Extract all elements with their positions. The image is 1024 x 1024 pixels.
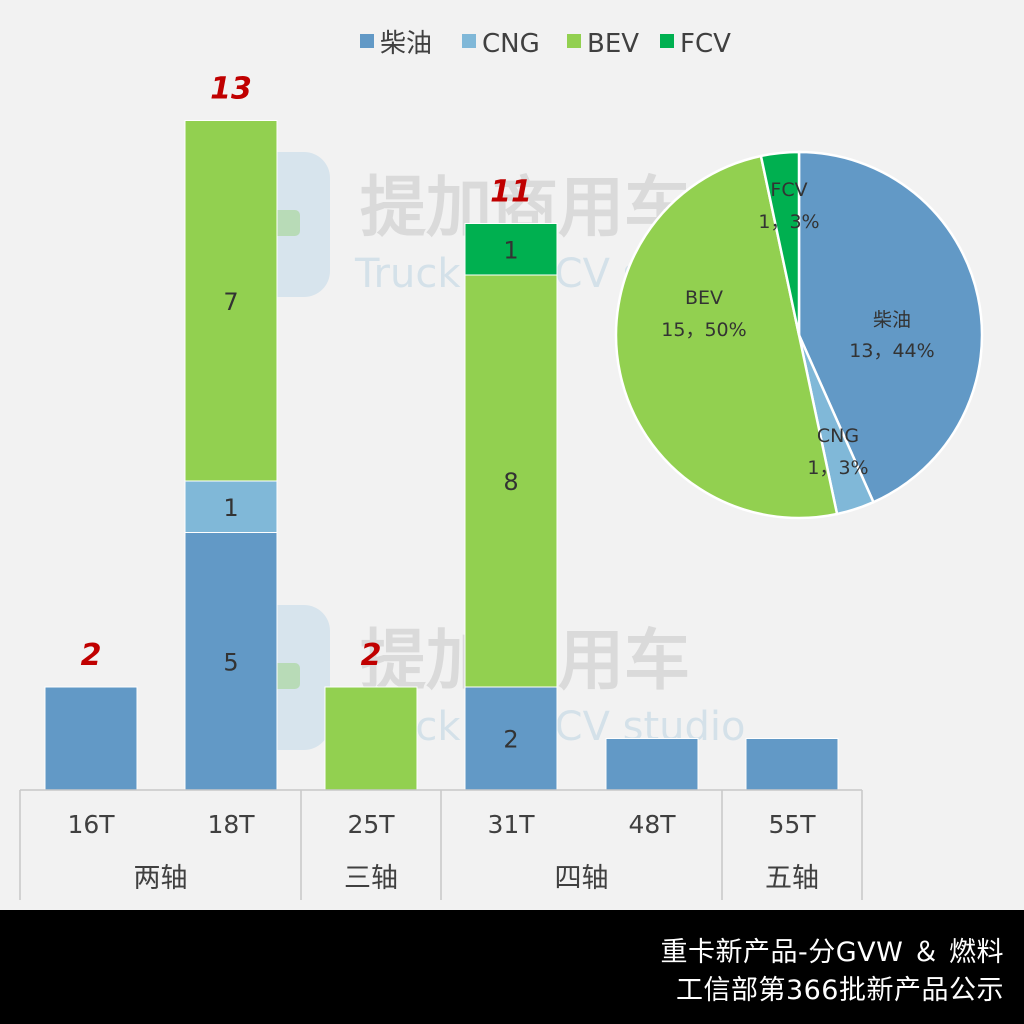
x-tick-label: 16T — [67, 810, 115, 839]
bar-value-label: 7 — [223, 288, 238, 316]
axle-group-label: 两轴 — [134, 863, 188, 894]
bar-segment — [464, 223, 558, 276]
legend-label-3: FCV — [680, 29, 731, 59]
bar-total-label: 2 — [81, 638, 102, 673]
axle-group-label: 三轴 — [344, 863, 398, 894]
bar-segment — [745, 738, 839, 791]
pie-slice-name: CNG — [817, 425, 859, 447]
pie-slice-value: 13，44% — [849, 340, 934, 362]
x-tick-label: 55T — [768, 810, 816, 839]
bar-value-label: 2 — [503, 726, 518, 754]
pie-slice — [759, 150, 801, 336]
bar-total-label: 13 — [210, 72, 252, 107]
pie-slice-value: 15，50% — [661, 319, 746, 341]
bar-value-label: 8 — [503, 468, 518, 496]
legend-swatch-3 — [660, 34, 674, 48]
legend-label-1: CNG — [482, 29, 540, 59]
bar-total-label: 2 — [361, 638, 382, 673]
bar-segment — [324, 686, 418, 791]
legend-label-0: 柴油 — [380, 29, 432, 59]
legend-swatch-1 — [462, 34, 476, 48]
pie-slice — [614, 154, 839, 520]
x-tick-label: 48T — [628, 810, 676, 839]
pie-slice — [797, 150, 984, 504]
bar-value-label: 1 — [223, 494, 238, 522]
footer-title: 重卡新产品-分GVW ＆ 燃料 — [660, 937, 1004, 968]
footer-subtitle: 工信部第366批新产品公示 — [675, 975, 1004, 1006]
bar-segment — [464, 274, 558, 688]
bar-segment — [44, 686, 138, 791]
legend-swatch-0 — [360, 34, 374, 48]
pie-slice-name: BEV — [685, 287, 723, 309]
pie-slice-value: 1，3% — [758, 211, 819, 233]
legend-label-2: BEV — [587, 29, 639, 59]
pie-slice-name: 柴油 — [873, 309, 911, 331]
bar-value-label: 1 — [503, 236, 518, 264]
bar-segment — [184, 120, 278, 482]
legend-swatch-2 — [567, 34, 581, 48]
pie-slice-value: 1，3% — [807, 457, 868, 479]
footer-banner: 重卡新产品-分GVW ＆ 燃料 工信部第366批新产品公示 — [0, 910, 1024, 1024]
x-tick-label: 31T — [487, 810, 535, 839]
x-tick-label: 25T — [347, 810, 395, 839]
x-tick-label: 18T — [207, 810, 255, 839]
bar-segment — [184, 480, 278, 533]
axle-group-label: 四轴 — [555, 863, 609, 894]
bar-value-label: 5 — [223, 648, 238, 676]
bar-segment — [605, 738, 699, 791]
axle-group-label: 五轴 — [765, 863, 819, 894]
pie-slice-name: FCV — [770, 179, 807, 201]
bar-total-label: 11 — [490, 175, 532, 210]
